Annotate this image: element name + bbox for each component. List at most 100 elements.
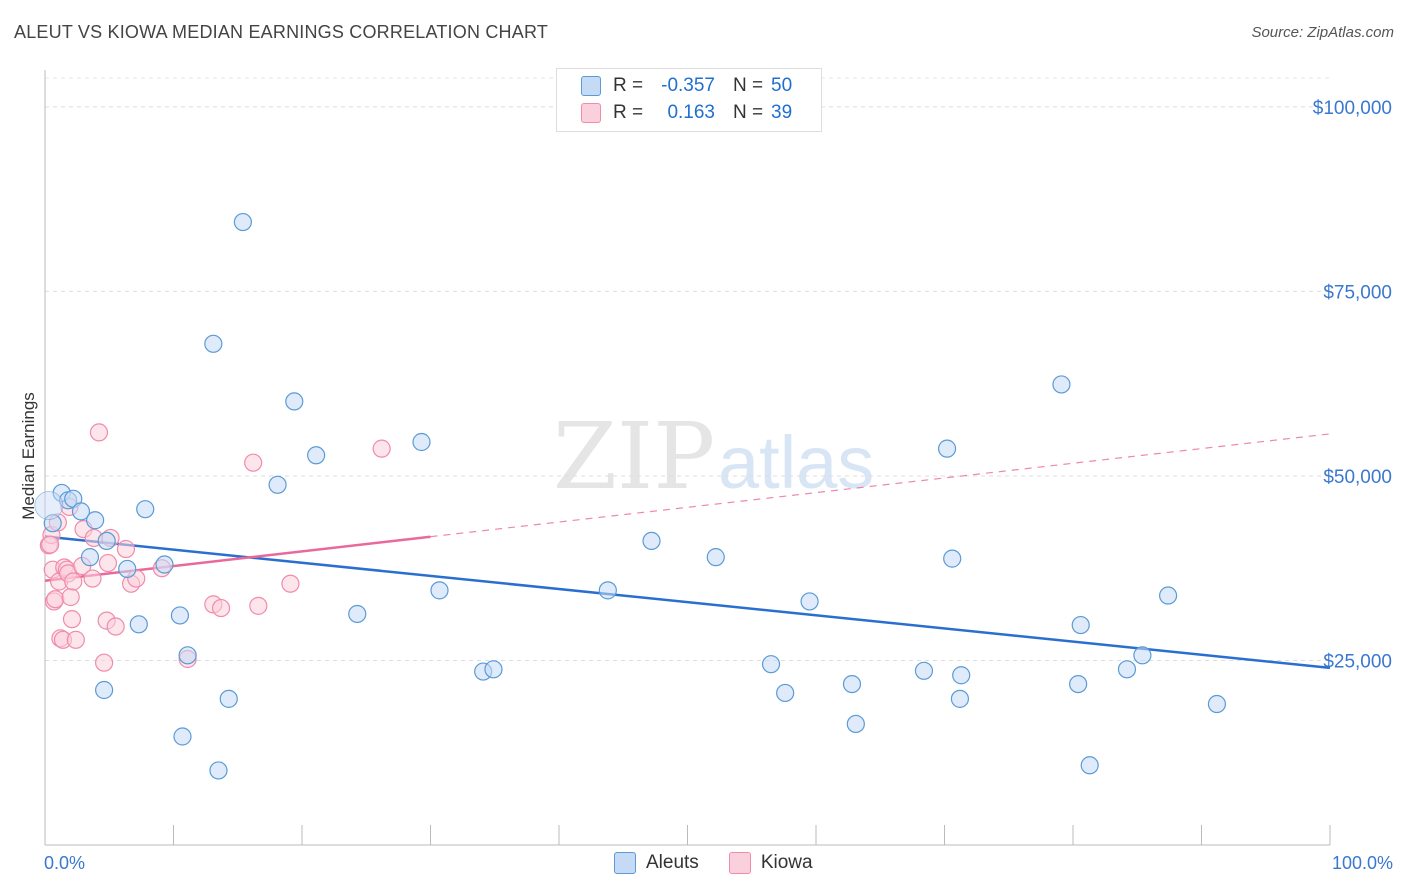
aleuts-point [43, 514, 62, 533]
watermark: ZIP atlas [553, 403, 874, 510]
aleuts-point [484, 660, 503, 679]
aleuts-point [943, 549, 962, 568]
kiowa-point [83, 569, 102, 588]
aleuts-point [937, 439, 957, 458]
r-value: -0.357 [661, 75, 715, 96]
kiowa-point [61, 587, 80, 607]
kiowa-point [64, 572, 83, 591]
kiowa-point [244, 453, 263, 472]
aleuts-point [204, 334, 223, 353]
aleuts-point [118, 559, 137, 579]
kiowa-point [62, 610, 82, 629]
aleuts-point [155, 555, 174, 574]
aleuts-point [642, 531, 661, 551]
y-tick-label: $100,000 [1313, 98, 1392, 119]
aleuts-point [34, 491, 64, 520]
aleuts-point [846, 714, 865, 734]
aleuts-point [173, 727, 192, 746]
aleuts-point [86, 511, 105, 530]
aleuts-point [914, 661, 934, 680]
stats-row-aleuts: R = -0.357 N = 50 [581, 73, 792, 99]
aleuts-legend-swatch [614, 852, 636, 874]
watermark-atlas: atlas [718, 421, 874, 504]
chart-title: ALEUT VS KIOWA MEDIAN EARNINGS CORRELATI… [14, 22, 549, 42]
kiowa-point [95, 653, 114, 672]
kiowa-legend-swatch [728, 852, 751, 874]
kiowa-point [89, 423, 109, 442]
aleuts-point [842, 674, 862, 694]
aleuts-point [1158, 586, 1178, 605]
kiowa-point [98, 553, 118, 573]
aleuts-point [800, 592, 819, 611]
kiowa-trend-line [44, 535, 431, 583]
legend-item-aleuts[interactable]: Aleuts [614, 852, 699, 874]
stats-legend: R = -0.357 N = 50 R = 0.163 N = 39 [556, 68, 822, 132]
aleuts-point [136, 500, 155, 519]
aleuts-point [170, 606, 190, 625]
aleuts-point [348, 604, 367, 624]
trend-lines [44, 433, 1331, 670]
data-points [34, 212, 1227, 780]
kiowa-point [106, 617, 125, 636]
aleuts-point [1052, 375, 1071, 394]
gridlines [45, 77, 1330, 661]
legend-item-kiowa[interactable]: Kiowa [728, 852, 813, 874]
aleuts-legend-label: Aleuts [646, 852, 699, 873]
axes [44, 70, 1331, 846]
aleuts-swatch [581, 76, 601, 96]
kiowa-trend-extension [430, 433, 1331, 538]
r-value: 0.163 [667, 102, 715, 123]
n-value: 50 [771, 75, 793, 96]
r-label: R = [613, 75, 644, 96]
aleuts-point [1133, 646, 1152, 665]
tick-labels: $25,000 $50,000 $75,000 $100,000 0.0% 100.0% [44, 98, 1393, 873]
aleuts-point [129, 615, 148, 634]
aleuts-point [97, 531, 116, 551]
aleuts-point [1069, 674, 1088, 694]
x-tick-label-min: 0.0% [44, 853, 85, 873]
kiowa-point [41, 535, 60, 554]
aleuts-point [307, 446, 326, 465]
kiowa-swatch [581, 103, 601, 123]
n-value: 39 [771, 102, 793, 123]
aleuts-point [950, 689, 970, 708]
r-label: R = [613, 102, 644, 123]
aleuts-point [1207, 694, 1227, 714]
kiowa-point [46, 590, 65, 609]
aleuts-point [95, 680, 114, 700]
n-label: N = [733, 75, 764, 96]
aleuts-point [430, 581, 449, 600]
watermark-zip: ZIP [553, 403, 715, 510]
aleuts-point [178, 646, 197, 665]
y-axis-label: Median Earnings [19, 392, 38, 520]
kiowa-point [372, 439, 391, 458]
kiowa-point [211, 598, 231, 618]
kiowa-legend-label: Kiowa [760, 852, 813, 873]
aleuts-point [1080, 756, 1099, 775]
series-legend: Aleuts Kiowa [614, 852, 843, 874]
aleuts-point [598, 581, 617, 600]
aleuts-point [952, 666, 971, 685]
kiowa-point [66, 630, 85, 649]
aleuts-point [776, 683, 795, 703]
aleuts-point [761, 655, 781, 674]
y-tick-label: $50,000 [1323, 467, 1392, 488]
aleuts-point [285, 392, 304, 411]
aleuts-point [268, 475, 287, 494]
x-tick-label-max: 100.0% [1332, 853, 1393, 873]
stats-row-kiowa: R = 0.163 N = 39 [581, 100, 792, 126]
kiowa-point [116, 539, 136, 559]
aleuts-point [219, 689, 238, 708]
aleuts-trend-line [44, 535, 1331, 670]
y-tick-label: $75,000 [1323, 282, 1392, 303]
kiowa-point [249, 596, 268, 615]
n-label: N = [733, 102, 764, 123]
kiowa-point [281, 574, 300, 593]
aleuts-point [1071, 615, 1090, 635]
y-tick-label: $25,000 [1323, 651, 1392, 672]
aleuts-point [706, 548, 725, 567]
aleuts-point [71, 502, 91, 521]
aleuts-point [80, 548, 100, 567]
aleuts-point [233, 212, 252, 232]
